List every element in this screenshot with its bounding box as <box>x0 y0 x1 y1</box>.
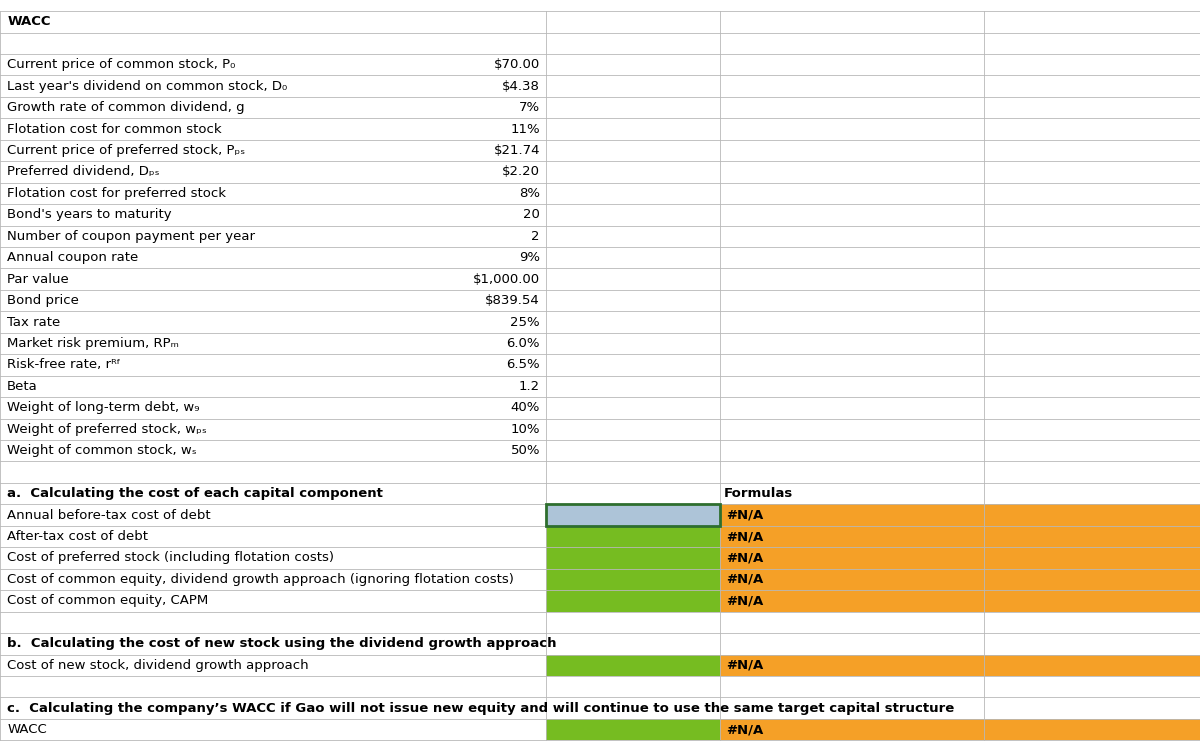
Text: Current price of common stock, P₀: Current price of common stock, P₀ <box>7 58 235 71</box>
Text: $839.54: $839.54 <box>485 294 540 307</box>
Bar <box>546 568 720 590</box>
Bar <box>720 526 1200 548</box>
Text: $70.00: $70.00 <box>493 58 540 71</box>
Text: 10%: 10% <box>510 423 540 436</box>
Text: Weight of common stock, wₛ: Weight of common stock, wₛ <box>7 444 197 458</box>
Text: 8%: 8% <box>520 187 540 200</box>
Bar <box>546 504 720 526</box>
Text: Par value: Par value <box>7 273 68 286</box>
Bar <box>720 548 1200 568</box>
Text: $4.38: $4.38 <box>502 80 540 93</box>
Text: #N/A: #N/A <box>726 658 763 672</box>
Text: Tax rate: Tax rate <box>7 315 60 329</box>
Text: $21.74: $21.74 <box>493 144 540 157</box>
Bar <box>546 655 720 676</box>
Text: Cost of common equity, CAPM: Cost of common equity, CAPM <box>7 594 209 607</box>
Text: $1,000.00: $1,000.00 <box>473 273 540 286</box>
Text: Weight of long-term debt, w₉: Weight of long-term debt, w₉ <box>7 401 199 414</box>
Text: #N/A: #N/A <box>726 551 763 565</box>
Text: Annual before-tax cost of debt: Annual before-tax cost of debt <box>7 509 211 522</box>
Bar <box>720 504 1200 526</box>
Text: 1.2: 1.2 <box>518 380 540 393</box>
Text: Formulas: Formulas <box>724 487 793 500</box>
Bar <box>546 526 720 548</box>
Text: 50%: 50% <box>510 444 540 458</box>
Text: Preferred dividend, Dₚₛ: Preferred dividend, Dₚₛ <box>7 165 160 179</box>
Bar <box>546 590 720 612</box>
Text: #N/A: #N/A <box>726 723 763 736</box>
Text: #N/A: #N/A <box>726 594 763 607</box>
Text: 6.5%: 6.5% <box>506 359 540 371</box>
Text: 11%: 11% <box>510 123 540 135</box>
Text: WACC: WACC <box>7 723 47 736</box>
Text: Growth rate of common dividend, g: Growth rate of common dividend, g <box>7 101 245 114</box>
Text: #N/A: #N/A <box>726 530 763 543</box>
Text: Flotation cost for preferred stock: Flotation cost for preferred stock <box>7 187 226 200</box>
Text: c.  Calculating the company’s WACC if Gao will not issue new equity and will con: c. Calculating the company’s WACC if Gao… <box>7 702 954 715</box>
Bar <box>720 655 1200 676</box>
Text: 25%: 25% <box>510 315 540 329</box>
Text: Beta: Beta <box>7 380 38 393</box>
Text: Number of coupon payment per year: Number of coupon payment per year <box>7 230 256 243</box>
Text: WACC: WACC <box>7 16 50 28</box>
Text: Current price of preferred stock, Pₚₛ: Current price of preferred stock, Pₚₛ <box>7 144 245 157</box>
Bar <box>720 719 1200 740</box>
Text: #N/A: #N/A <box>726 573 763 586</box>
Text: Risk-free rate, rᴿᶠ: Risk-free rate, rᴿᶠ <box>7 359 121 371</box>
Bar <box>546 504 720 526</box>
Text: Market risk premium, RPₘ: Market risk premium, RPₘ <box>7 337 179 350</box>
Text: 2: 2 <box>532 230 540 243</box>
Text: 40%: 40% <box>511 401 540 414</box>
Text: 20: 20 <box>523 208 540 222</box>
Text: Cost of preferred stock (including flotation costs): Cost of preferred stock (including flota… <box>7 551 334 565</box>
Bar <box>720 568 1200 590</box>
Text: 6.0%: 6.0% <box>506 337 540 350</box>
Bar <box>546 719 720 740</box>
Text: Last year's dividend on common stock, D₀: Last year's dividend on common stock, D₀ <box>7 80 288 93</box>
Bar <box>720 590 1200 612</box>
Text: Bond price: Bond price <box>7 294 79 307</box>
Text: Annual coupon rate: Annual coupon rate <box>7 251 138 264</box>
Text: a.  Calculating the cost of each capital component: a. Calculating the cost of each capital … <box>7 487 383 500</box>
Text: Cost of common equity, dividend growth approach (ignoring flotation costs): Cost of common equity, dividend growth a… <box>7 573 514 586</box>
Text: After-tax cost of debt: After-tax cost of debt <box>7 530 149 543</box>
Text: b.  Calculating the cost of new stock using the dividend growth approach: b. Calculating the cost of new stock usi… <box>7 638 557 650</box>
Text: 9%: 9% <box>520 251 540 264</box>
Text: Weight of preferred stock, wₚₛ: Weight of preferred stock, wₚₛ <box>7 423 206 436</box>
Text: $2.20: $2.20 <box>502 165 540 179</box>
Text: #N/A: #N/A <box>726 509 763 522</box>
Text: Flotation cost for common stock: Flotation cost for common stock <box>7 123 222 135</box>
Text: Bond's years to maturity: Bond's years to maturity <box>7 208 172 222</box>
Text: 7%: 7% <box>518 101 540 114</box>
Bar <box>546 548 720 568</box>
Text: Cost of new stock, dividend growth approach: Cost of new stock, dividend growth appro… <box>7 658 308 672</box>
